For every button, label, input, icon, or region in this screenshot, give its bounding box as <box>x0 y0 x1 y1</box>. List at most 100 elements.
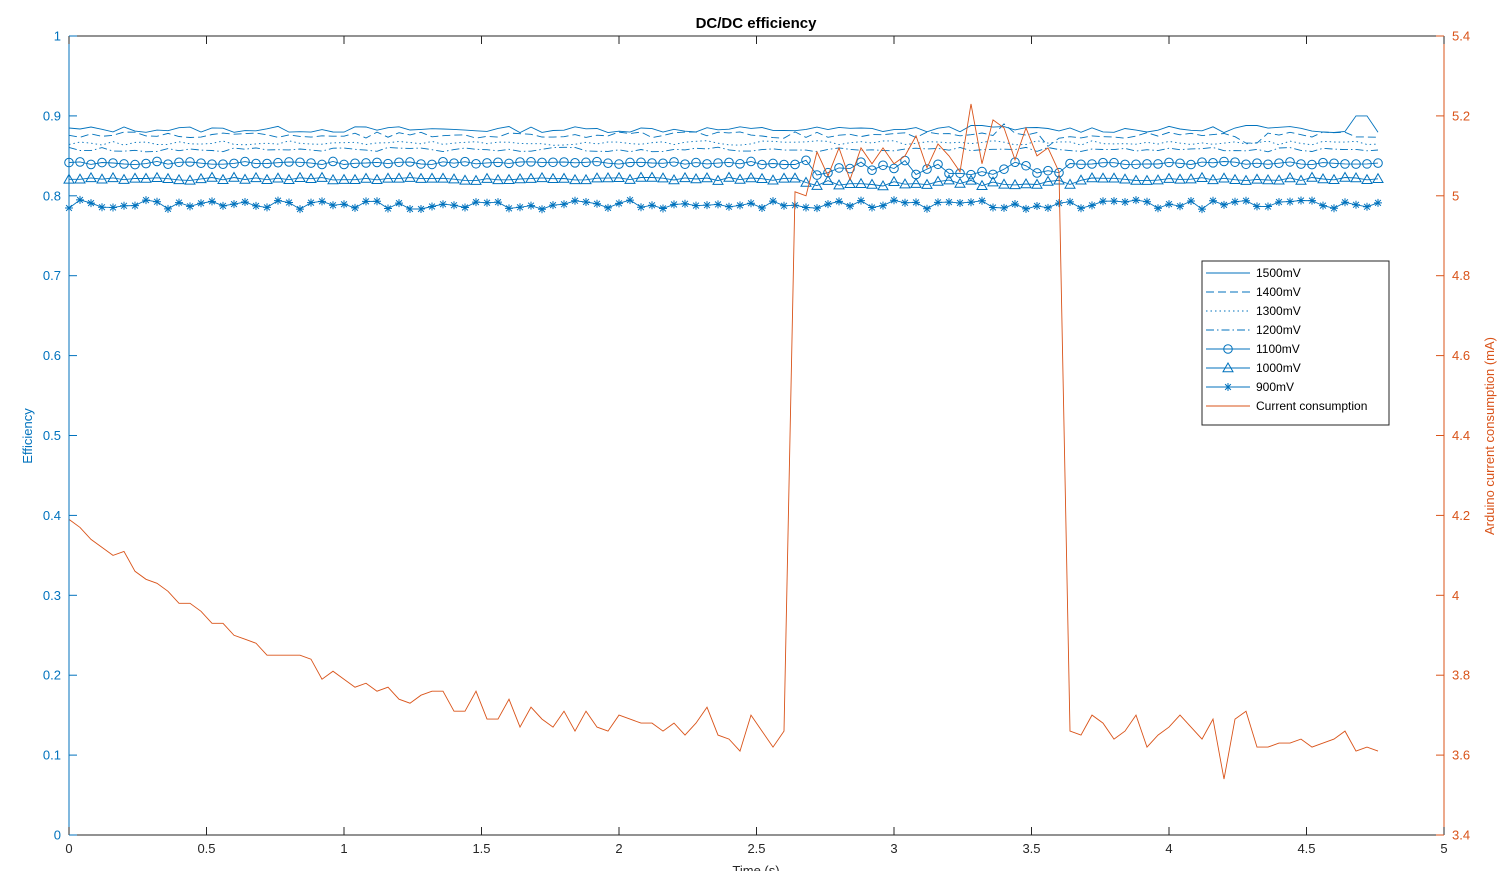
y-left-tick-label: 0.8 <box>43 188 61 203</box>
data-point-900mv <box>461 203 469 212</box>
data-point-900mv <box>175 198 183 207</box>
data-point-900mv <box>989 203 997 212</box>
data-point-900mv <box>87 199 95 208</box>
data-point-1100mv <box>1230 157 1240 167</box>
x-tick-label: 3 <box>890 841 897 856</box>
data-point-1100mv <box>1307 159 1317 170</box>
data-point-1000mv <box>283 173 295 184</box>
data-point-1100mv <box>185 157 195 167</box>
data-point-1100mv <box>1318 157 1328 168</box>
data-point-1100mv <box>1197 157 1207 167</box>
data-point-1000mv <box>514 172 526 184</box>
data-point-1100mv <box>1252 158 1262 169</box>
data-point-900mv <box>1044 203 1052 212</box>
data-point-1000mv <box>1240 174 1252 185</box>
data-point-1100mv <box>1065 158 1075 169</box>
series-line-1400mv <box>68 123 1379 147</box>
data-point-1000mv <box>624 173 636 184</box>
data-point-1100mv <box>823 167 833 178</box>
data-point-900mv <box>1198 205 1206 214</box>
data-point-1100mv <box>1340 159 1350 169</box>
data-point-1000mv <box>723 171 735 182</box>
data-point-1000mv <box>459 174 471 185</box>
data-point-900mv <box>406 204 414 213</box>
data-point-1000mv <box>492 173 504 185</box>
y-right-axis-label: Arduino current consumption (mA) <box>1482 337 1497 535</box>
data-point-1000mv <box>899 178 911 189</box>
data-point-1000mv <box>140 172 152 183</box>
data-point-1000mv <box>822 174 834 185</box>
data-point-900mv <box>142 196 150 205</box>
data-point-1000mv <box>1328 173 1340 185</box>
y-right-tick-label: 4.2 <box>1452 508 1470 523</box>
data-point-900mv <box>593 199 601 208</box>
data-point-900mv <box>241 198 249 207</box>
data-point-1100mv <box>493 157 503 168</box>
data-point-900mv <box>1033 201 1041 210</box>
data-point-1100mv <box>394 157 404 168</box>
data-point-1000mv <box>1361 173 1373 185</box>
data-point-1000mv <box>1273 174 1285 185</box>
data-point-1100mv <box>592 156 602 167</box>
data-point-1000mv <box>415 172 427 183</box>
data-point-900mv <box>186 202 194 211</box>
data-point-900mv <box>395 199 403 208</box>
data-point-900mv <box>780 201 788 210</box>
data-point-1100mv <box>306 158 316 168</box>
data-point-1000mv <box>1174 173 1186 184</box>
data-point-1000mv <box>921 178 933 189</box>
data-point-1100mv <box>449 158 459 168</box>
series-line-1300mv <box>68 140 1379 146</box>
data-point-900mv <box>318 197 326 206</box>
data-point-1000mv <box>712 174 724 185</box>
data-point-900mv <box>1352 200 1360 209</box>
data-point-900mv <box>868 203 876 212</box>
y-right-tick-label: 4.8 <box>1452 268 1470 283</box>
data-point-900mv <box>626 196 634 205</box>
data-point-900mv <box>901 198 909 207</box>
data-point-900mv <box>109 203 117 212</box>
x-tick-label: 0.5 <box>197 841 215 856</box>
data-point-1100mv <box>1032 168 1042 178</box>
legend-marker-1100mv <box>1223 344 1233 354</box>
data-point-900mv <box>1363 202 1371 211</box>
y-right-tick-label: 3.8 <box>1452 668 1470 683</box>
data-point-1100mv <box>713 158 723 168</box>
data-point-900mv <box>230 200 238 209</box>
data-point-900mv <box>604 203 612 212</box>
data-point-1000mv <box>107 171 119 183</box>
data-point-1000mv <box>327 173 339 185</box>
legend-entry-1500mv: 1500mV <box>1206 266 1301 280</box>
data-point-1100mv <box>581 157 591 168</box>
data-point-900mv <box>1110 197 1118 206</box>
data-point-900mv <box>219 201 227 210</box>
data-point-1100mv <box>988 169 998 180</box>
data-point-1100mv <box>1274 158 1284 168</box>
data-point-900mv <box>659 204 667 213</box>
data-point-1000mv <box>217 173 229 185</box>
series-line-1200mv <box>68 146 1379 153</box>
data-point-1000mv <box>1251 173 1263 184</box>
data-point-900mv <box>197 199 205 208</box>
series-1100mv <box>64 155 1383 180</box>
data-point-900mv <box>527 201 535 210</box>
data-point-1100mv <box>537 157 547 168</box>
data-point-1000mv <box>1295 174 1307 185</box>
data-point-900mv <box>1088 201 1096 210</box>
data-point-1000mv <box>305 172 317 183</box>
data-point-1100mv <box>1120 159 1130 170</box>
data-point-900mv <box>1319 201 1327 210</box>
data-point-1000mv <box>1097 172 1109 183</box>
data-point-900mv <box>1121 197 1129 206</box>
data-point-1100mv <box>548 157 558 168</box>
data-point-1100mv <box>405 157 415 167</box>
data-point-900mv <box>98 203 106 212</box>
data-point-1000mv <box>602 172 614 183</box>
data-point-1000mv <box>734 173 746 184</box>
data-point-1000mv <box>1163 172 1175 183</box>
data-point-1100mv <box>790 159 800 170</box>
data-point-1000mv <box>85 171 97 183</box>
legend-entry-1300mv: 1300mV <box>1206 304 1301 318</box>
data-point-1100mv <box>1219 156 1229 167</box>
